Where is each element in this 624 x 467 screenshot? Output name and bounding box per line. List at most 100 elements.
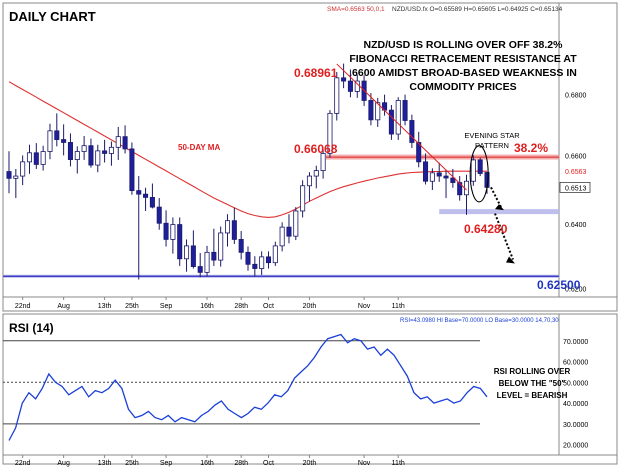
candle-up (279, 226, 285, 247)
candle-down (436, 172, 442, 177)
rsi-comment-line-1: RSI ROLLING OVER (494, 367, 571, 376)
price-tick-last: 0.6513 (565, 185, 587, 192)
candle-up (40, 151, 46, 165)
headline-line-2: FIBONACCI RETRACEMENT RESISTANCE AT (349, 53, 577, 65)
candle-down (409, 120, 415, 143)
price-time-axis: 22nd Aug 13th 25th Sep 16th 28th Oct 20th Nov 11th (15, 297, 405, 310)
candle-up (470, 159, 476, 182)
chart-title: DAILY CHART (9, 9, 96, 24)
pattern-label: EVENING STAR PATTERN (464, 131, 520, 150)
candle-down (443, 175, 449, 179)
candle-up (375, 102, 381, 121)
candle-down (156, 206, 162, 224)
candle-down (33, 152, 39, 165)
candle-down (477, 159, 483, 174)
candle-up (108, 146, 114, 154)
candle-down (286, 226, 292, 237)
candle-down (197, 266, 203, 273)
time-tick-label: 13th (98, 303, 112, 310)
rsi-time-axis: 22nd Aug 13th 25th Sep 16th 28th Oct 20th Nov 11th (15, 455, 405, 467)
candle-down (341, 77, 347, 82)
rsi-time-tick-label: 16th (200, 460, 214, 467)
rsi-time-tick-label: 25th (125, 460, 139, 467)
candle-up (47, 130, 53, 152)
rsi-time-tick-label: Nov (358, 460, 371, 467)
support-level-label: 0.64280 (464, 222, 508, 236)
candle-down (368, 100, 374, 121)
candle-down (163, 222, 169, 240)
rsi-time-tick-label: Sep (160, 460, 173, 467)
candle-down (143, 193, 149, 198)
candle-up (300, 185, 306, 212)
candle-down (177, 224, 183, 260)
rsi-tick-label: 70.0000 (563, 339, 588, 346)
time-tick-label: Nov (358, 303, 371, 310)
candle-down (457, 182, 463, 196)
headline: NZD/USD IS ROLLING OVER OFF 38.2% FIBONA… (349, 39, 577, 93)
headline-line-4: COMMODITY PRICES (409, 81, 516, 93)
rsi-time-tick-label: 20th (303, 460, 317, 467)
rsi-time-tick-label: Oct (263, 460, 274, 467)
rsi-panel-frame (2, 313, 618, 465)
candle-up (313, 170, 319, 177)
rsi-tick-label: 50.0000 (563, 380, 588, 387)
price-tick-label: 0.6400 (565, 222, 587, 229)
candle-down (388, 109, 394, 135)
candle-up (81, 145, 87, 152)
ohlc-readout: NZD/USD.fx O=0.65589 H=0.65605 L=0.64925… (392, 6, 563, 13)
candle-down (54, 130, 60, 140)
candle-down (450, 177, 456, 183)
candle-up (26, 152, 33, 163)
candle-up (184, 245, 190, 260)
high-level-label: 0.68961 (294, 66, 338, 80)
headline-line-1: NZD/USD IS ROLLING OVER OFF 38.2% (364, 39, 564, 51)
candle-down (102, 150, 108, 154)
rsi-time-tick-label: 11th (392, 460, 405, 467)
candle-up (327, 112, 333, 154)
candle-up (20, 161, 26, 177)
candle-down (67, 142, 73, 160)
candle-up (395, 100, 401, 135)
candle-down (136, 190, 142, 195)
projection-arrowhead-1 (495, 204, 504, 211)
candle-up (259, 256, 265, 269)
candle-up (306, 175, 312, 187)
time-tick-label: Oct (263, 303, 274, 310)
candle-up (170, 224, 176, 240)
candle-up (95, 150, 101, 166)
candle-down (190, 245, 196, 267)
down-trendline (336, 63, 467, 191)
rsi-time-tick-label: Aug (57, 460, 70, 467)
candle-up (334, 77, 340, 114)
rsi-comment: RSI ROLLING OVER BELOW THE "50" LEVEL = … (494, 367, 571, 400)
candle-up (293, 210, 299, 237)
rsi-tick-label: 40.0000 (563, 401, 588, 408)
candle-down (402, 100, 408, 121)
price-tick-ma: 0.6563 (565, 169, 587, 176)
sma-readout: SMA=0.6563 50,0,1 (327, 6, 385, 13)
candle-down (238, 239, 244, 253)
last-price-badge (559, 182, 591, 193)
rsi-comment-line-3: LEVEL = BEARISH (497, 391, 568, 400)
price-plot (3, 63, 559, 280)
rsi-time-tick-label: 22nd (15, 460, 31, 467)
candle-down (61, 139, 67, 143)
price-axis: 0.6200 0.6400 0.6513 0.6563 0.6600 0.6800 (559, 93, 591, 294)
candle-up (218, 232, 224, 261)
price-tick-label: 0.6600 (565, 153, 587, 160)
ma-line (8, 81, 487, 218)
candle-down (231, 220, 237, 240)
pattern-label-line-2: PATTERN (475, 141, 509, 150)
time-tick-label: 16th (200, 303, 214, 310)
headline-line-3: .6600 AMIDST BROAD-BASED WEAKNESS IN (349, 67, 577, 79)
candle-down (149, 197, 155, 208)
rsi-tick-label: 60.0000 (563, 360, 588, 367)
candle-up (13, 175, 19, 179)
rsi-title: RSI (14) (9, 321, 54, 335)
rsi-tick-label: 20.0000 (563, 443, 588, 450)
candle-down (347, 80, 353, 92)
candle-up (320, 153, 326, 171)
time-tick-label: 11th (392, 303, 405, 310)
time-tick-label: 22nd (15, 303, 31, 310)
